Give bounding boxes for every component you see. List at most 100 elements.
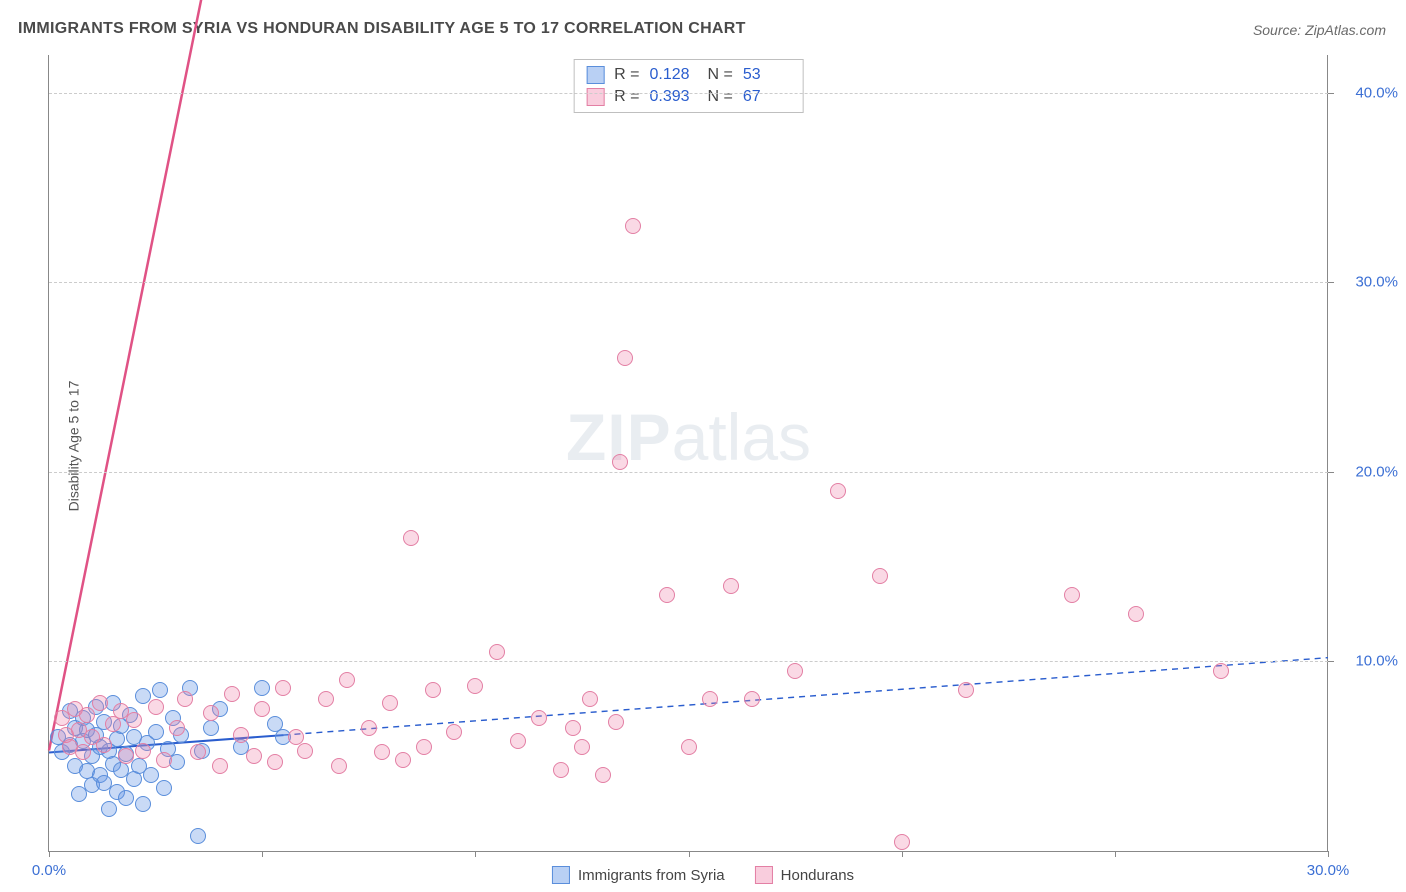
data-point [595,767,611,783]
plot-area: ZIPatlas R = 0.128 N = 53 R = 0.393 N = … [48,55,1328,852]
legend-swatch-syria [552,866,570,884]
y-tick-label: 10.0% [1338,653,1398,670]
data-point [1064,587,1080,603]
data-point [331,758,347,774]
data-point [148,724,164,740]
data-point [79,707,95,723]
data-point [382,695,398,711]
data-point [617,350,633,366]
data-point [169,720,185,736]
data-point [118,790,134,806]
correlation-stats-box: R = 0.128 N = 53 R = 0.393 N = 67 [573,59,804,113]
y-tick-label: 30.0% [1338,274,1398,291]
data-point [339,672,355,688]
data-point [203,705,219,721]
legend-label-syria: Immigrants from Syria [578,867,725,884]
data-point [148,699,164,715]
data-point [395,752,411,768]
data-point [92,695,108,711]
stats-row-honduran: R = 0.393 N = 67 [586,86,791,108]
data-point [126,712,142,728]
legend-label-honduran: Hondurans [781,867,854,884]
data-point [531,710,547,726]
data-point [156,780,172,796]
r-value-1: 0.393 [650,88,698,106]
y-tick-mark [1328,282,1334,283]
gridline-h [49,661,1328,662]
data-point [275,680,291,696]
legend: Immigrants from Syria Hondurans [552,866,854,884]
x-tick-mark [49,851,50,857]
data-point [254,701,270,717]
data-point [118,748,134,764]
r-label-0: R = [614,66,639,84]
x-tick-mark [475,851,476,857]
y-tick-label: 20.0% [1338,463,1398,480]
data-point [135,743,151,759]
data-point [152,682,168,698]
source-label: Source: ZipAtlas.com [1253,22,1386,38]
data-point [612,454,628,470]
data-point [212,758,228,774]
data-point [190,744,206,760]
x-tick-mark [1115,851,1116,857]
r-label-1: R = [614,88,639,106]
data-point [297,743,313,759]
data-point [489,644,505,660]
data-point [101,801,117,817]
legend-item-syria: Immigrants from Syria [552,866,725,884]
data-point [553,762,569,778]
gridline-h [49,282,1328,283]
data-point [467,678,483,694]
x-tick-mark [262,851,263,857]
data-point [565,720,581,736]
data-point [625,218,641,234]
y-tick-mark [1328,661,1334,662]
data-point [416,739,432,755]
data-point [830,483,846,499]
data-point [246,748,262,764]
data-point [96,737,112,753]
data-point [702,691,718,707]
n-label-0: N = [708,66,733,84]
x-tick-mark [689,851,690,857]
data-point [361,720,377,736]
y-tick-mark [1328,472,1334,473]
gridline-h [49,472,1328,473]
swatch-honduran [586,88,604,106]
data-point [510,733,526,749]
data-point [177,691,193,707]
data-point [723,578,739,594]
data-point [190,828,206,844]
data-point [267,754,283,770]
data-point [156,752,172,768]
x-tick-label: 30.0% [1307,862,1350,879]
legend-item-honduran: Hondurans [755,866,854,884]
data-point [224,686,240,702]
data-point [1213,663,1229,679]
data-point [608,714,624,730]
x-tick-mark [902,851,903,857]
r-value-0: 0.128 [650,66,698,84]
data-point [318,691,334,707]
data-point [374,744,390,760]
gridline-h [49,93,1328,94]
data-point [787,663,803,679]
data-point [872,568,888,584]
data-point [403,530,419,546]
data-point [425,682,441,698]
swatch-syria [586,66,604,84]
data-point [203,720,219,736]
n-label-1: N = [708,88,733,106]
data-point [254,680,270,696]
data-point [143,767,159,783]
data-point [681,739,697,755]
x-tick-label: 0.0% [32,862,66,879]
data-point [894,834,910,850]
legend-swatch-honduran [755,866,773,884]
chart-title: IMMIGRANTS FROM SYRIA VS HONDURAN DISABI… [18,20,746,38]
x-tick-mark [1328,851,1329,857]
data-point [958,682,974,698]
y-tick-mark [1328,93,1334,94]
data-point [582,691,598,707]
